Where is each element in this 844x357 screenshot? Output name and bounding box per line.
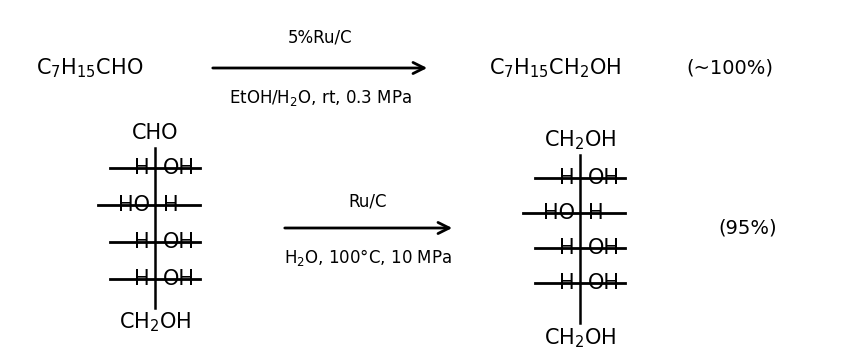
Text: H$_2$O, 100°C, 10 MPa: H$_2$O, 100°C, 10 MPa bbox=[284, 247, 452, 268]
Text: C$_7$H$_{15}$CH$_2$OH: C$_7$H$_{15}$CH$_2$OH bbox=[489, 56, 621, 80]
Text: H: H bbox=[134, 158, 150, 178]
Text: HO: HO bbox=[543, 203, 575, 223]
Text: OH: OH bbox=[588, 273, 620, 293]
Text: OH: OH bbox=[588, 238, 620, 258]
Text: H: H bbox=[560, 238, 575, 258]
Text: EtOH/H$_2$O, rt, 0.3 MPa: EtOH/H$_2$O, rt, 0.3 MPa bbox=[229, 88, 411, 108]
Text: OH: OH bbox=[588, 168, 620, 188]
Text: OH: OH bbox=[163, 232, 195, 252]
Text: OH: OH bbox=[163, 158, 195, 178]
Text: H: H bbox=[560, 273, 575, 293]
Text: H: H bbox=[560, 168, 575, 188]
Text: H: H bbox=[134, 232, 150, 252]
Text: CH$_2$OH: CH$_2$OH bbox=[544, 128, 616, 152]
Text: (95%): (95%) bbox=[719, 218, 777, 237]
Text: OH: OH bbox=[163, 269, 195, 289]
Text: 5%Ru/C: 5%Ru/C bbox=[288, 29, 352, 47]
Text: CH$_2$OH: CH$_2$OH bbox=[119, 310, 192, 334]
Text: HO: HO bbox=[118, 195, 150, 215]
Text: CHO: CHO bbox=[132, 123, 178, 143]
Text: H: H bbox=[588, 203, 603, 223]
Text: Ru/C: Ru/C bbox=[349, 193, 387, 211]
Text: CH$_2$OH: CH$_2$OH bbox=[544, 326, 616, 350]
Text: H: H bbox=[134, 269, 150, 289]
Text: C$_7$H$_{15}$CHO: C$_7$H$_{15}$CHO bbox=[36, 56, 143, 80]
Text: (~100%): (~100%) bbox=[686, 59, 773, 77]
Text: H: H bbox=[163, 195, 179, 215]
